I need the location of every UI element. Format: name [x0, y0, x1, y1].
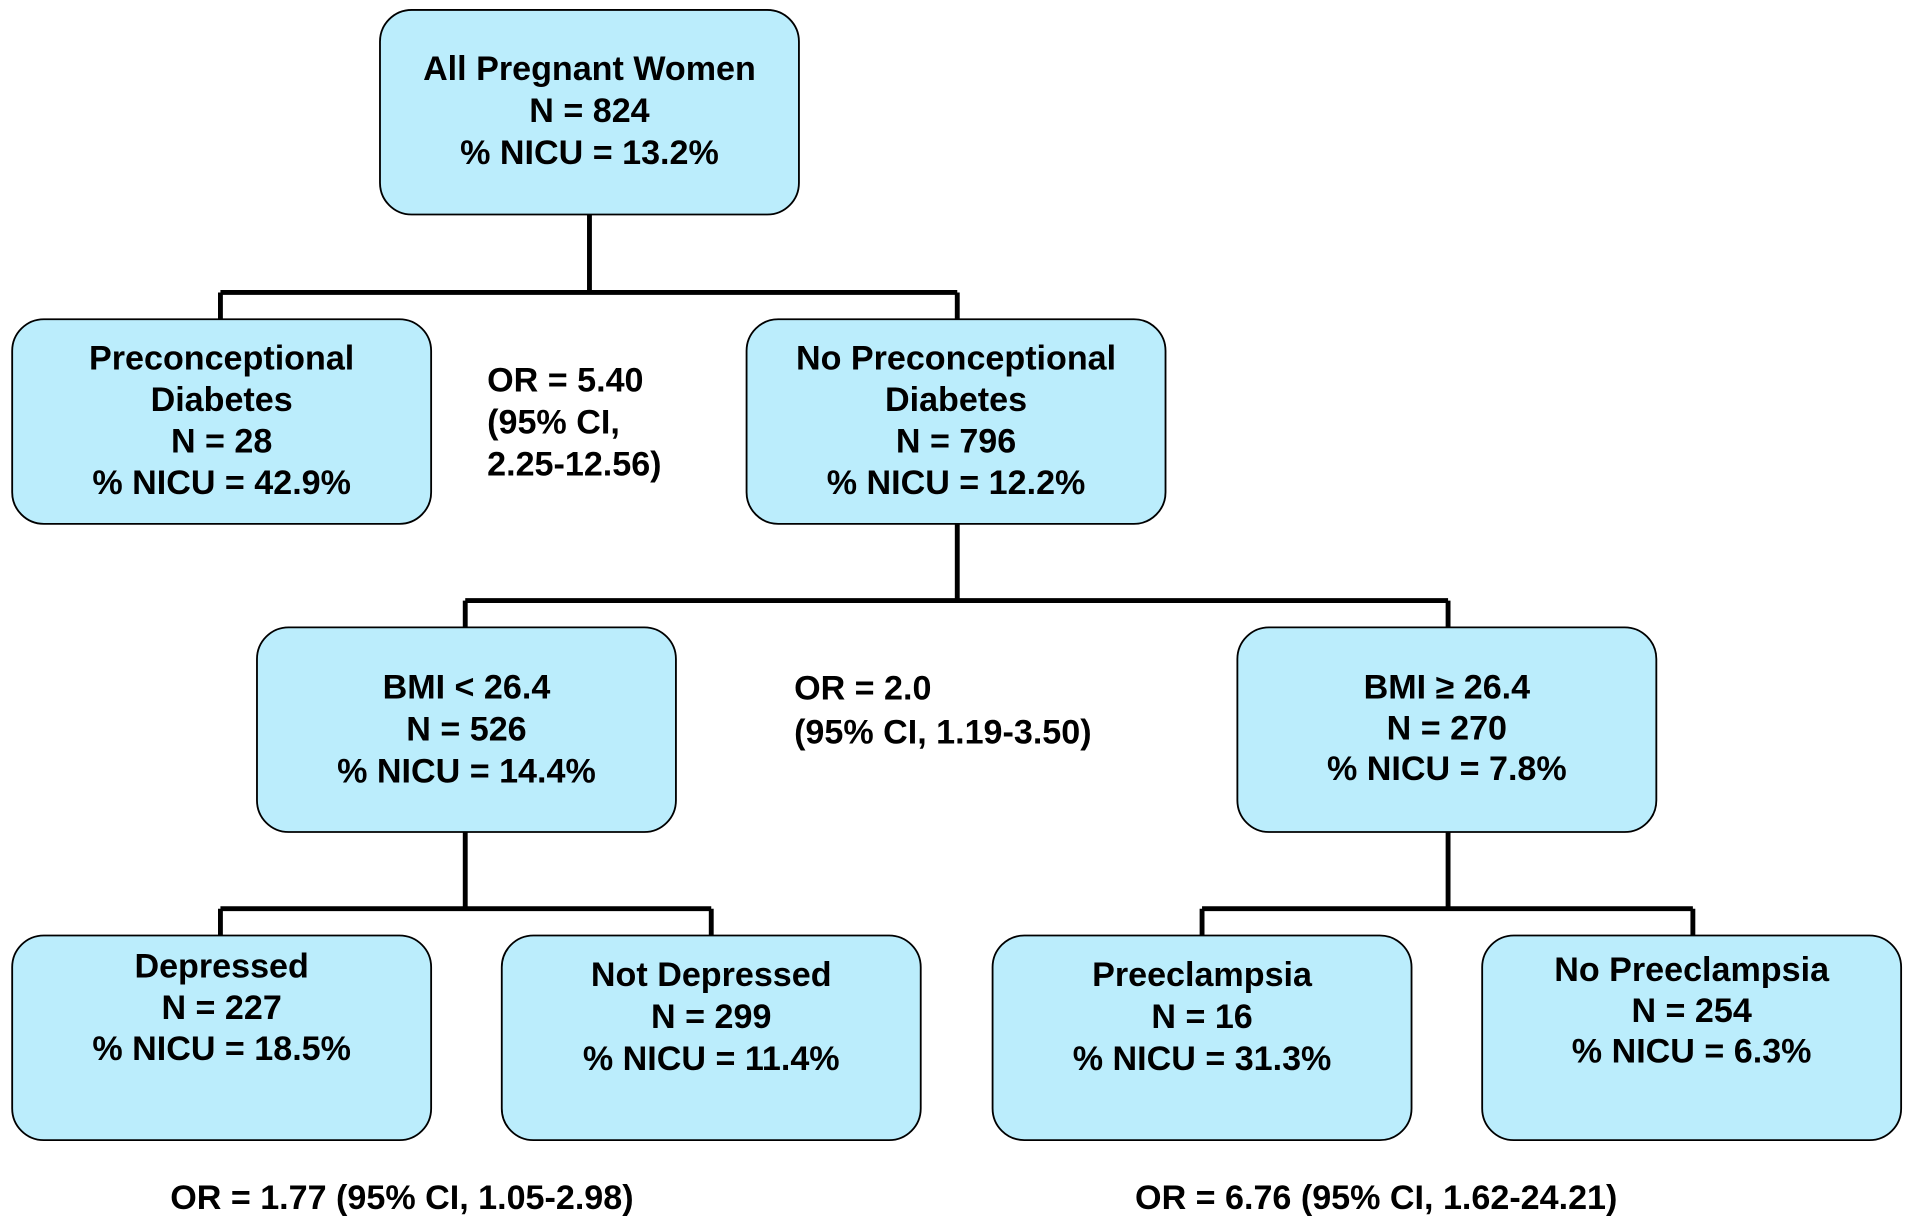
- node-box: [745, 318, 1167, 525]
- node-box: [1481, 934, 1903, 1142]
- odds-ratio-label: OR = 5.40: [487, 362, 643, 400]
- node-label: N = 824: [529, 92, 649, 130]
- node-label: % NICU = 42.9%: [92, 464, 351, 502]
- node-label: Not Depressed: [591, 956, 832, 994]
- odds-ratio-label: OR = 6.76 (95% CI, 1.62-24.21): [1135, 1179, 1617, 1217]
- node-label: N = 526: [406, 711, 526, 749]
- node-box: [500, 934, 922, 1142]
- node-label: BMI < 26.4: [383, 669, 551, 707]
- node-label: N = 299: [651, 998, 771, 1036]
- node-label: Diabetes: [151, 381, 293, 419]
- node-box: [256, 626, 677, 833]
- connector: [462, 523, 1451, 628]
- node-label: % NICU = 14.4%: [337, 753, 596, 791]
- node-box: [11, 934, 433, 1142]
- node-box: [991, 934, 1413, 1142]
- node-label: % NICU = 7.8%: [1327, 750, 1567, 788]
- node-label: N = 254: [1631, 992, 1751, 1030]
- node-label: % NICU = 6.3%: [1572, 1033, 1812, 1071]
- node-label: % NICU = 31.3%: [1073, 1040, 1332, 1078]
- node-box: [1236, 626, 1658, 833]
- node-box: [379, 8, 800, 216]
- connector: [1199, 831, 1696, 936]
- connector: [218, 214, 960, 320]
- node-label: All Pregnant Women: [423, 50, 756, 88]
- node-label: % NICU = 11.4%: [583, 1040, 840, 1078]
- node-label: % NICU = 13.2%: [460, 134, 719, 172]
- node-label: % NICU = 18.5%: [92, 1030, 351, 1068]
- node-label: N = 227: [161, 989, 281, 1027]
- odds-ratio-label: OR = 1.77 (95% CI, 1.05-2.98): [170, 1179, 633, 1217]
- node-label: BMI ≥ 26.4: [1364, 669, 1531, 707]
- node-label: Preeclampsia: [1092, 956, 1313, 994]
- node-label: N = 28: [171, 422, 272, 460]
- node-label: Depressed: [134, 947, 308, 985]
- node-label: Preconceptional: [89, 340, 354, 378]
- node-label: No Preconceptional: [796, 340, 1116, 378]
- node-label: N = 796: [896, 422, 1016, 460]
- node-label: No Preeclampsia: [1554, 951, 1830, 989]
- connector: [218, 831, 714, 936]
- connectors: [218, 214, 1696, 936]
- odds-ratio-label: 2.25-12.56): [487, 446, 661, 484]
- node-label: N = 270: [1387, 709, 1507, 747]
- odds-ratio-label: (95% CI,: [487, 404, 620, 442]
- node-label: % NICU = 12.2%: [827, 464, 1086, 502]
- node-label: Diabetes: [885, 381, 1027, 419]
- odds-ratio-label: OR = 2.0: [794, 670, 931, 708]
- node-label: N = 16: [1151, 998, 1252, 1036]
- odds-ratio-label: (95% CI, 1.19-3.50): [794, 714, 1092, 752]
- node-box: [11, 318, 433, 525]
